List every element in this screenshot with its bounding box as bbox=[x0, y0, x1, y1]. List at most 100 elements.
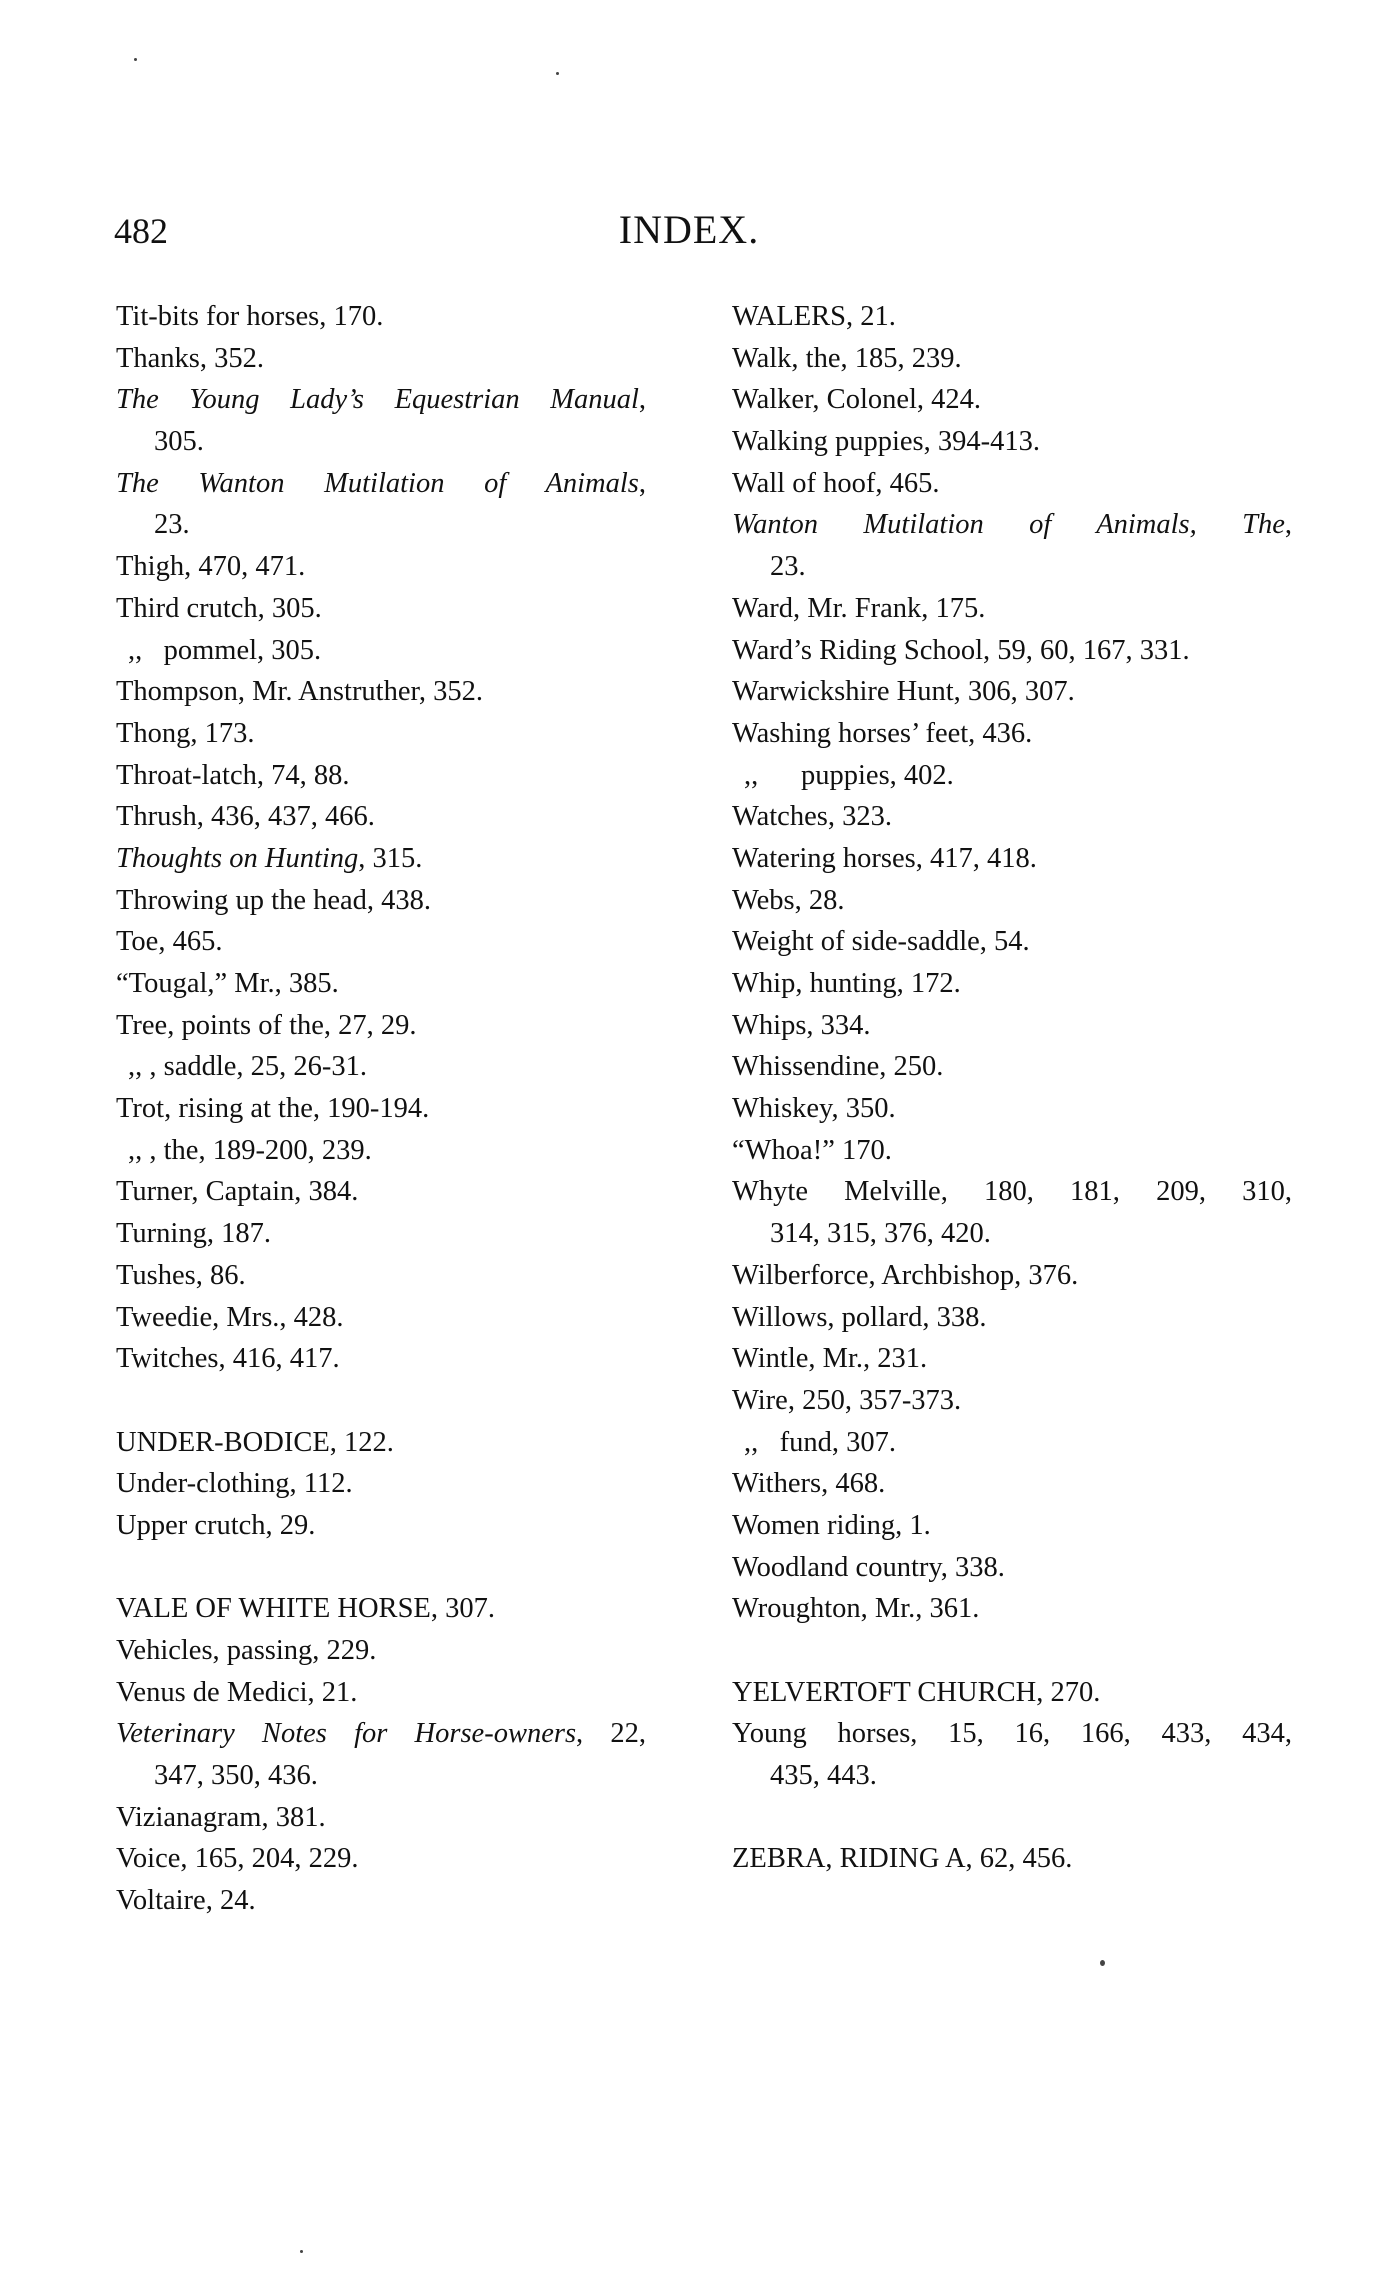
entry-text: 305. bbox=[154, 426, 204, 458]
entry-title-italic: Wanton Mutilation of Animals, The bbox=[732, 509, 1285, 541]
entry-text: ,, fund, 307. bbox=[744, 1426, 896, 1458]
index-entry: 23. bbox=[116, 504, 646, 546]
index-entry: Young horses, 15, 16, 166, 433, 434, bbox=[732, 1713, 1292, 1755]
scan-speck bbox=[300, 2250, 303, 2253]
entry-text: ZEBRA, RIDING A, 62, 456. bbox=[732, 1843, 1073, 1875]
index-entry: Voice, 165, 204, 229. bbox=[116, 1838, 646, 1880]
entry-text: , 22, bbox=[576, 1718, 647, 1750]
entry-text: Thigh, 470, 471. bbox=[116, 551, 306, 583]
entry-title-italic: Veterinary Notes for Horse-owners bbox=[116, 1718, 577, 1750]
index-entry: Tweedie, Mrs., 428. bbox=[116, 1297, 646, 1339]
index-entry: Turning, 187. bbox=[116, 1213, 646, 1255]
index-entry: WALERS, 21. bbox=[732, 296, 1292, 338]
entry-text: ,, puppies, 402. bbox=[744, 759, 954, 791]
index-entry: Walker, Colonel, 424. bbox=[732, 379, 1292, 421]
index-entry: VALE OF WHITE HORSE, 307. bbox=[116, 1588, 646, 1630]
index-entry: Walk, the, 185, 239. bbox=[732, 338, 1292, 380]
entry-text: Withers, 468. bbox=[732, 1468, 886, 1500]
entry-text bbox=[732, 1635, 739, 1666]
entry-title-italic: The Wanton Mutilation of Animals bbox=[116, 467, 639, 499]
entry-text: Ward, Mr. Frank, 175. bbox=[732, 592, 986, 624]
index-entry: Walking puppies, 394-413. bbox=[732, 421, 1292, 463]
entry-text: Ward’s Riding School, 59, 60, 167, 331. bbox=[732, 634, 1190, 666]
index-entry: Weight of side-saddle, 54. bbox=[732, 921, 1292, 963]
entry-text: Trot, rising at the, 190-194. bbox=[116, 1093, 430, 1125]
entry-text: Throwing up the head, 438. bbox=[116, 884, 432, 916]
index-entry: Wintle, Mr., 231. bbox=[732, 1338, 1292, 1380]
entry-text: Twitches, 416, 417. bbox=[116, 1343, 340, 1375]
entry-text: Warwickshire Hunt, 306, 307. bbox=[732, 676, 1075, 708]
index-entry: Wilberforce, Archbishop, 376. bbox=[732, 1255, 1292, 1297]
entry-text: Whyte Melville, 180, 181, 209, 310, bbox=[732, 1176, 1292, 1208]
blank-line bbox=[116, 1547, 646, 1589]
entry-text: Whip, hunting, 172. bbox=[732, 968, 961, 999]
index-entry: Under-clothing, 112. bbox=[116, 1463, 646, 1505]
index-entry: Washing horses’ feet, 436. bbox=[732, 713, 1292, 755]
index-entry: Venus de Medici, 21. bbox=[116, 1672, 646, 1714]
entry-text: Upper crutch, 29. bbox=[116, 1509, 316, 1541]
index-entry: Throat-latch, 74, 88. bbox=[116, 755, 646, 797]
entry-text: , bbox=[1284, 509, 1292, 541]
index-entry: “Tougal,” Mr., 385. bbox=[116, 963, 646, 1005]
index-entry: Whissendine, 250. bbox=[732, 1046, 1292, 1088]
index-entry: 435, 443. bbox=[732, 1755, 1292, 1797]
entry-text: Third crutch, 305. bbox=[116, 592, 322, 624]
entry-text: ,, , the, 189-200, 239. bbox=[128, 1134, 372, 1166]
index-entry: ,, fund, 307. bbox=[732, 1422, 1292, 1464]
entry-text: Toe, 465. bbox=[116, 926, 223, 958]
entry-text: Thrush, 436, 437, 466. bbox=[116, 801, 375, 833]
index-entry: Thompson, Mr. Anstruther, 352. bbox=[116, 671, 646, 713]
index-entry: Trot, rising at the, 190-194. bbox=[116, 1088, 646, 1130]
index-entry: Toe, 465. bbox=[116, 921, 646, 963]
index-entry: 314, 315, 376, 420. bbox=[732, 1213, 1292, 1255]
index-column-left: Tit-bits for horses, 170. Thanks, 352. The… bbox=[116, 296, 646, 1922]
entry-text: 347, 350, 436. bbox=[154, 1760, 318, 1792]
entry-text: Walking puppies, 394-413. bbox=[732, 426, 1041, 458]
entry-text: “Whoa!” 170. bbox=[732, 1134, 892, 1166]
index-entry: Whiskey, 350. bbox=[732, 1088, 1292, 1130]
page-number: 482 bbox=[114, 211, 168, 251]
entry-text: Tweedie, Mrs., 428. bbox=[116, 1301, 344, 1333]
entry-text: 435, 443. bbox=[770, 1760, 877, 1792]
entry-text: Voltaire, 24. bbox=[116, 1885, 256, 1917]
entry-text: Wintle, Mr., 231. bbox=[732, 1343, 928, 1375]
blank-line bbox=[732, 1797, 1292, 1839]
entry-text: Turning, 187. bbox=[116, 1218, 271, 1250]
index-entry: Wire, 250, 357-373. bbox=[732, 1380, 1292, 1422]
index-entry: Withers, 468. bbox=[732, 1463, 1292, 1505]
entry-text: Wire, 250, 357-373. bbox=[732, 1384, 962, 1416]
index-entry: Watches, 323. bbox=[732, 796, 1292, 838]
entry-text: Tit-bits for horses, 170. bbox=[116, 301, 384, 332]
index-entry: The Young Lady’s Equestrian Manual, bbox=[116, 379, 646, 421]
index-entry: 305. bbox=[116, 421, 646, 463]
index-entry: “Whoa!” 170. bbox=[732, 1130, 1292, 1172]
index-entry: YELVERTOFT CHURCH, 270. bbox=[732, 1672, 1292, 1714]
index-entry: ,, puppies, 402. bbox=[732, 755, 1292, 797]
entry-text: Vehicles, passing, 229. bbox=[116, 1635, 377, 1666]
index-entry: Veterinary Notes for Horse-owners, 22, bbox=[116, 1713, 646, 1755]
scan-speck bbox=[1100, 1960, 1105, 1966]
entry-title-italic: The Young Lady’s Equestrian Manual bbox=[116, 384, 639, 416]
entry-text: 23. bbox=[770, 551, 806, 583]
index-entry: Webs, 28. bbox=[732, 880, 1292, 922]
index-entry: Thong, 173. bbox=[116, 713, 646, 755]
entry-text: Whiskey, 350. bbox=[732, 1093, 896, 1125]
entry-text: YELVERTOFT CHURCH, 270. bbox=[732, 1676, 1101, 1708]
entry-text: 314, 315, 376, 420. bbox=[770, 1218, 991, 1250]
entry-text: ,, pommel, 305. bbox=[128, 634, 322, 666]
entry-text: WALERS, 21. bbox=[732, 301, 896, 332]
entry-text: Venus de Medici, 21. bbox=[116, 1676, 358, 1708]
blank-line bbox=[732, 1630, 1292, 1672]
entry-text: Young horses, 15, 16, 166, 433, 434, bbox=[732, 1718, 1292, 1750]
index-entry: ,, , saddle, 25, 26-31. bbox=[116, 1046, 646, 1088]
index-entry: Whips, 334. bbox=[732, 1005, 1292, 1047]
index-entry: Voltaire, 24. bbox=[116, 1880, 646, 1922]
index-entry: 347, 350, 436. bbox=[116, 1755, 646, 1797]
entry-text: Turner, Captain, 384. bbox=[116, 1176, 359, 1208]
scan-speck bbox=[134, 58, 137, 61]
entry-text: Tree, points of the, 27, 29. bbox=[116, 1009, 417, 1041]
index-entry: Thanks, 352. bbox=[116, 338, 646, 380]
index-entry: Wanton Mutilation of Animals, The, bbox=[732, 504, 1292, 546]
entry-text: Under-clothing, 112. bbox=[116, 1468, 353, 1500]
index-entry: ZEBRA, RIDING A, 62, 456. bbox=[732, 1838, 1292, 1880]
